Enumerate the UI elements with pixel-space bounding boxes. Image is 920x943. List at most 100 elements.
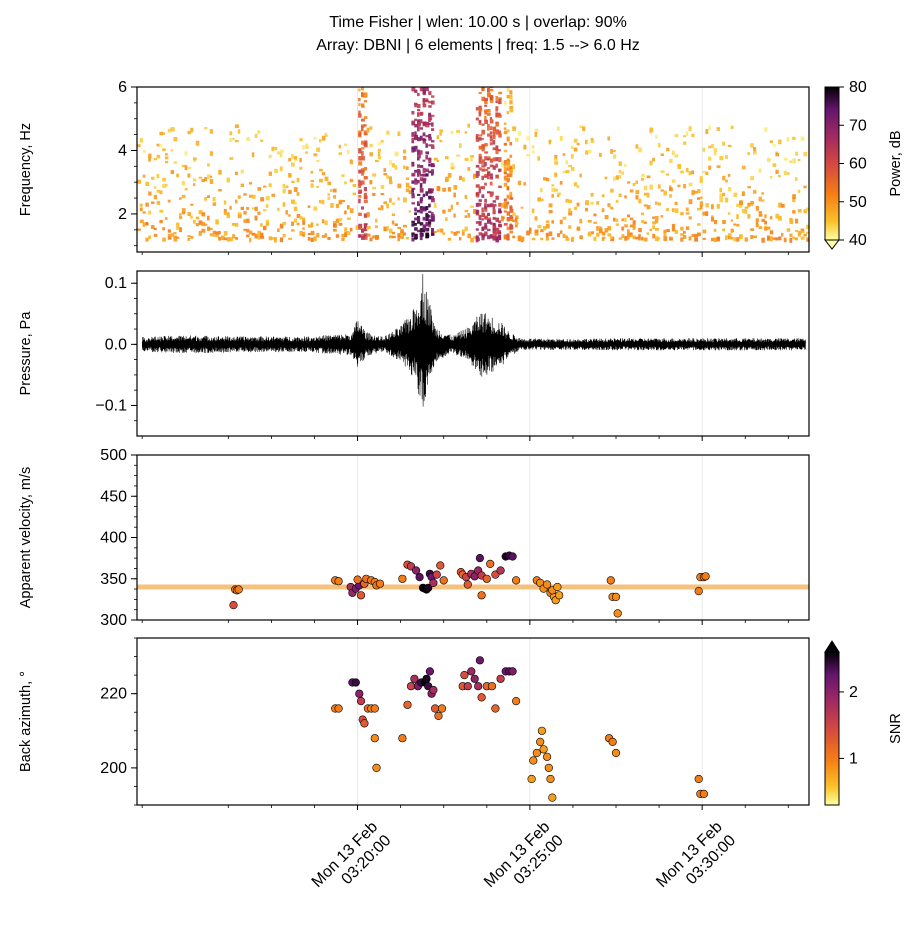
spectrogram-cell (478, 112, 482, 117)
spectrogram-cell (652, 225, 655, 229)
spectrogram-cell (204, 177, 207, 182)
spectrogram-cell (495, 157, 499, 162)
spectrogram-cell (156, 143, 160, 147)
spectrogram-cell (607, 226, 612, 231)
spectrogram-cell (627, 229, 630, 234)
y-tick-label: 6 (118, 79, 127, 96)
spectrogram-cell (268, 236, 273, 241)
spectrogram-cell (792, 198, 796, 203)
spectrogram-cell (190, 236, 194, 239)
spectrogram-cell (235, 237, 239, 240)
spectrogram-cell (235, 171, 238, 176)
spectrogram-cell (579, 235, 583, 240)
spectrogram-cell (198, 210, 203, 215)
spectrogram-cell (775, 152, 780, 157)
spectrogram-cell (417, 121, 421, 126)
spectrogram-cell (358, 103, 361, 107)
spectrogram-cell (411, 147, 415, 153)
spectrogram-cell (512, 164, 516, 170)
spectrogram-cell (554, 188, 559, 192)
spectrogram-cell (615, 218, 619, 223)
spectrogram-cell (498, 112, 501, 116)
spectrogram-cell (302, 231, 306, 235)
spectrogram-cell (299, 138, 303, 142)
spectrogram-cell (235, 222, 239, 227)
spectrogram-cell (397, 183, 402, 189)
spectrogram-cell (436, 135, 439, 140)
spectrogram-cell (722, 228, 725, 232)
spectrogram-cell (699, 178, 703, 183)
spectrogram-cell (503, 223, 508, 226)
spectrogram-cell (705, 129, 709, 134)
spectrogram-cell (621, 226, 624, 231)
spectrogram-cell (307, 232, 312, 235)
spectrogram-cell (503, 160, 507, 165)
spectrogram-cell (414, 207, 417, 212)
spectrogram-cell (358, 169, 362, 174)
spectrogram-cell (310, 170, 314, 174)
spectrogram-cell (405, 166, 409, 170)
spectrogram-cell (181, 180, 186, 186)
scatter-point (356, 696, 366, 706)
spectrogram-cell (669, 158, 673, 163)
scatter-point (537, 726, 547, 735)
spectrogram-cell (137, 144, 141, 148)
spectrogram-cell (279, 152, 283, 158)
spectrogram-cell (361, 180, 365, 185)
spectrogram-cell (646, 192, 650, 198)
spectrogram-cell (708, 145, 712, 149)
spectrogram-cell (680, 226, 684, 231)
spectrogram-cell (249, 230, 253, 235)
spectrogram-cell (540, 237, 544, 241)
spectrogram-cell (291, 153, 294, 159)
spectrogram-cell (671, 208, 675, 212)
spectrogram-cell (694, 190, 699, 194)
spectrogram-cell (503, 127, 507, 130)
spectrogram-cell (162, 177, 166, 182)
spectrogram-cell (655, 220, 659, 224)
spectrogram-cell (428, 219, 432, 225)
spectrogram-cell (319, 139, 322, 143)
spectrogram-cell (727, 235, 731, 240)
spectrogram-cell (708, 165, 712, 170)
spectrogram-cell (296, 222, 300, 226)
scatter-point (439, 576, 448, 585)
spectrogram-cell (310, 183, 314, 188)
spectrogram-cell (487, 156, 491, 160)
spectrogram-cell (327, 193, 331, 196)
spectrogram-cell (772, 163, 777, 167)
spectrogram-cell (741, 191, 745, 196)
spectrogram-cell (478, 153, 482, 158)
spectrogram-cell (526, 154, 531, 157)
spectrogram-cell (400, 229, 404, 234)
spectrogram-cell (363, 132, 368, 136)
spectrogram-cell (487, 167, 490, 170)
spectrogram-cell (170, 127, 175, 132)
spectrogram-cell (548, 203, 553, 208)
spectrogram-cell (153, 227, 157, 231)
scatter-point (470, 674, 479, 683)
spectrogram-cell (478, 105, 482, 110)
spectrogram-cell (145, 237, 149, 242)
spectrogram-cell (422, 159, 426, 162)
spectrogram-cell (741, 165, 746, 170)
spectrogram-cell (487, 87, 490, 93)
spectrogram-cell (335, 234, 340, 238)
spectrogram-cell (369, 152, 373, 157)
spectrogram-cell (366, 226, 371, 230)
spectrogram-cell (545, 224, 550, 229)
spectrogram-cell (540, 187, 543, 193)
scatter-point (475, 656, 485, 665)
spectrogram-cell (313, 136, 317, 140)
spectrogram-cell (627, 181, 631, 184)
spectrogram-cell (265, 222, 269, 226)
spectrogram-cell (506, 217, 510, 222)
spectrogram-cell (347, 205, 350, 210)
spectrogram-cell (666, 229, 670, 233)
spectrogram-cell (797, 189, 801, 193)
spectrogram-cell (428, 105, 432, 108)
spectrogram-cell (478, 232, 483, 236)
spectrogram-cell (419, 121, 423, 124)
scatter-point (536, 737, 545, 747)
spectrogram-cell (590, 140, 595, 143)
